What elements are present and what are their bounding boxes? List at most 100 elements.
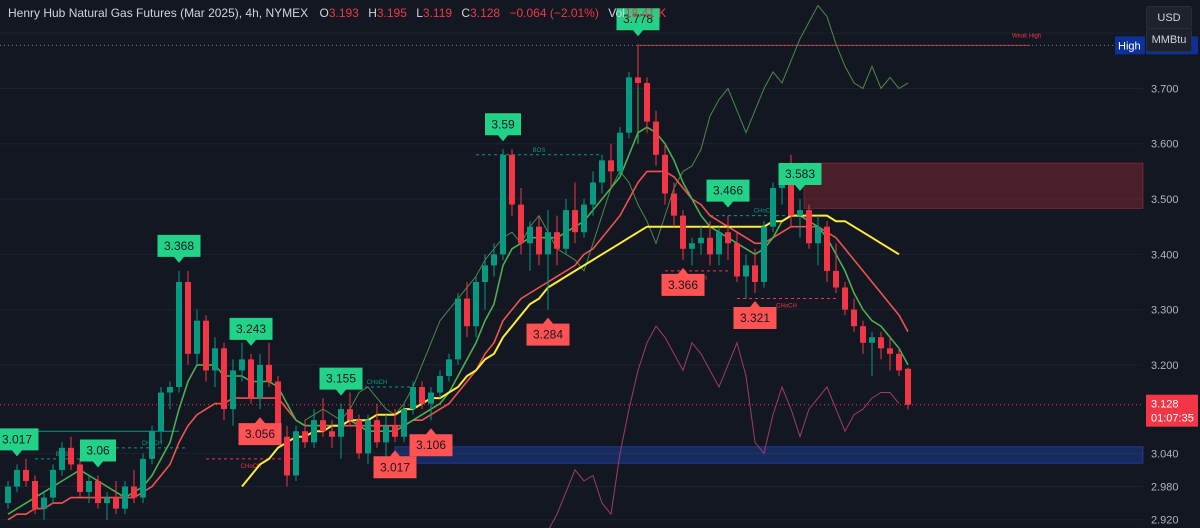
price-axis-tick-label: 3.500	[1151, 194, 1179, 206]
last-price-value: 3.128	[1151, 399, 1179, 411]
candle-body	[662, 154, 668, 194]
pivot-high-label: 3.243	[236, 322, 266, 336]
candle-body	[716, 232, 722, 255]
candle-body	[788, 176, 794, 216]
candle-body	[167, 387, 173, 393]
volume-value: 18.41 K	[624, 6, 667, 20]
structure-label: BOS	[533, 148, 546, 154]
candle-body	[266, 364, 272, 382]
candle-body	[689, 243, 695, 249]
candle-body	[851, 309, 857, 327]
pivot-high-label-box	[778, 163, 822, 192]
candle-body	[815, 226, 821, 244]
pivot-high-label: 3.368	[164, 239, 194, 253]
close-label: C	[461, 6, 471, 20]
candle-body	[545, 232, 551, 255]
candle-body	[77, 464, 83, 493]
pivot-low-label-box	[409, 428, 453, 457]
candle-body	[284, 436, 290, 476]
candle-body	[113, 497, 119, 509]
candle-body	[797, 210, 803, 216]
candle-body	[131, 486, 137, 498]
pivot-high-label: 3.155	[326, 372, 356, 386]
candle-body	[653, 121, 659, 155]
candle-body	[329, 431, 335, 437]
pivot-high-label: 3.017	[2, 432, 32, 446]
candle-body	[860, 326, 866, 343]
currency-button[interactable]: USD	[1146, 6, 1192, 30]
candle-body	[491, 254, 497, 266]
candle-body	[410, 387, 416, 410]
candle-body	[311, 420, 317, 443]
candle-body	[563, 210, 569, 249]
price-axis-tick-label: 3.700	[1151, 83, 1179, 95]
candle-body	[50, 469, 56, 498]
pivot-high-label-box	[157, 234, 201, 263]
pivot-low-label-box	[733, 301, 777, 330]
candle-body	[446, 359, 452, 376]
candle-body	[32, 481, 38, 509]
pivot-low-label: 3.366	[668, 278, 698, 292]
demand-zone	[394, 446, 1144, 464]
candle-body	[626, 77, 632, 133]
pivot-high-label: 3.466	[713, 184, 743, 198]
candle-body	[509, 154, 515, 205]
candle-body	[905, 368, 911, 405]
candle-body	[347, 409, 353, 421]
candle-body	[104, 497, 110, 504]
candle-body	[896, 353, 902, 371]
structure-label: CHoCH	[754, 209, 775, 215]
candle-body	[221, 348, 227, 410]
pivot-low-label-box	[373, 450, 417, 479]
candle-body	[680, 215, 686, 249]
candle-body	[185, 281, 191, 354]
candle-body	[833, 270, 839, 288]
unit-button[interactable]: MMBtu	[1146, 28, 1192, 52]
candle-body	[437, 375, 443, 393]
candle-body	[599, 160, 605, 183]
structure-label: CHoCH	[367, 380, 388, 386]
candle-body	[230, 370, 236, 410]
candle-body	[770, 187, 776, 227]
candle-body	[806, 210, 812, 244]
pivot-low-label: 3.017	[380, 460, 410, 474]
high-marker-label: High	[1118, 40, 1141, 52]
pivot-high-label: 3.59	[491, 117, 515, 131]
candle-body	[590, 182, 596, 205]
open-label: O	[319, 6, 329, 20]
candle-body	[617, 132, 623, 172]
pivot-high-label-box	[706, 179, 750, 208]
candle-body	[698, 237, 704, 244]
price-axis-tick-label: 3.600	[1151, 139, 1179, 151]
candle-body	[635, 77, 641, 83]
pivot-low-label-box	[661, 267, 705, 296]
candle-body	[581, 204, 587, 233]
symbol-title: Henry Hub Natural Gas Futures (Mar 2025)…	[8, 6, 309, 20]
ema-mid-line	[7, 170, 909, 521]
close-value: 3.128	[470, 6, 501, 20]
candle-body	[743, 265, 749, 277]
candle-body	[158, 392, 164, 432]
price-axis-tick-label: 3.200	[1151, 360, 1179, 372]
pivot-high-label-box	[616, 8, 660, 37]
pivot-low-label: 3.106	[416, 438, 446, 452]
candle-body	[464, 298, 470, 327]
candle-body	[419, 387, 425, 404]
candle-body	[365, 420, 371, 454]
candle-body	[824, 226, 830, 271]
candle-body	[320, 420, 326, 432]
candle-body	[878, 337, 884, 349]
candle-body	[257, 364, 263, 399]
candle-body	[644, 82, 650, 122]
candle-body	[374, 420, 380, 443]
structure-label: CHoCH	[776, 304, 797, 310]
candle-body	[869, 337, 875, 343]
candle-body	[338, 409, 344, 437]
pivot-high-label: 3.778	[623, 12, 653, 26]
candle-body	[536, 226, 542, 255]
candle-body	[194, 320, 200, 354]
change-value: −0.064 (−2.01%)	[509, 6, 599, 20]
candle-body	[275, 381, 281, 437]
candle-body	[455, 298, 461, 360]
